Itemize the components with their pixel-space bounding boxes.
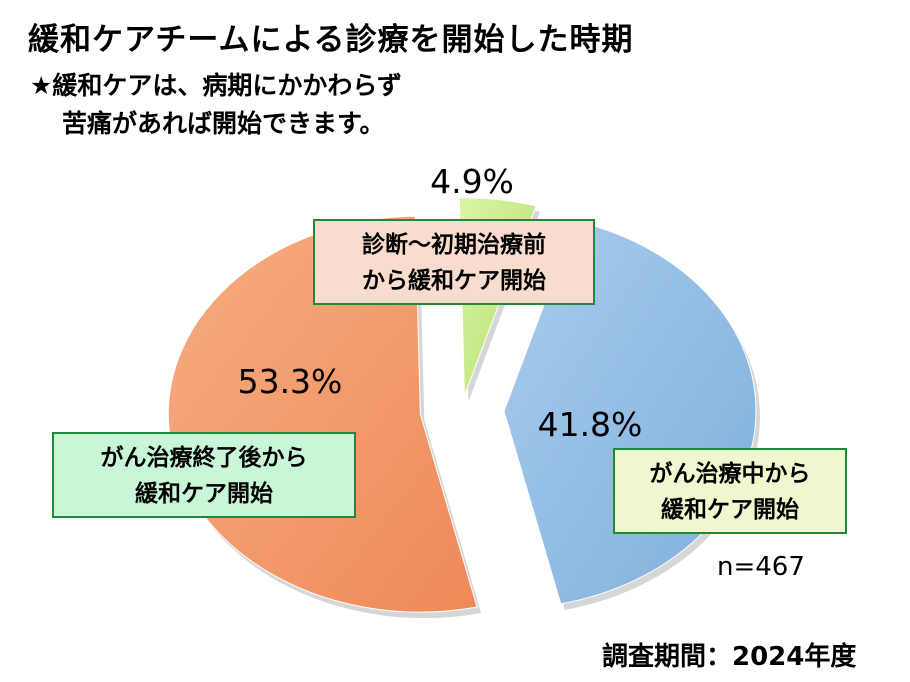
slice-label-pre-line1: 診断～初期治療前: [362, 232, 546, 258]
chart-title: 緩和ケアチームによる診療を開始した時期: [28, 22, 634, 58]
slice-label-pre-treatment: 診断～初期治療前 から緩和ケア開始: [313, 219, 595, 305]
slice-pct-after-treatment: 53.3%: [238, 362, 343, 401]
slice-label-pre-line2: から緩和ケア開始: [362, 268, 546, 294]
note-line-1: ★緩和ケアは、病期にかかわらず: [30, 71, 402, 100]
slice-label-after-line1: がん治療終了後から: [100, 445, 308, 471]
survey-period: 調査期間：2024年度: [602, 642, 857, 672]
slice-label-after-line2: 緩和ケア開始: [135, 481, 273, 507]
slice-pct-pre-treatment: 4.9%: [430, 162, 514, 201]
slice-label-during-line2: 緩和ケア開始: [661, 497, 799, 523]
slice-label-after-treatment: がん治療終了後から 緩和ケア開始: [52, 432, 356, 518]
slice-label-during-treatment: がん治療中から 緩和ケア開始: [613, 448, 847, 534]
slice-pct-during-treatment: 41.8%: [538, 405, 643, 444]
sample-size: n=467: [717, 552, 805, 582]
slice-label-during-line1: がん治療中から: [649, 461, 811, 487]
note-line-2: 苦痛があれば開始できます。: [62, 109, 385, 138]
